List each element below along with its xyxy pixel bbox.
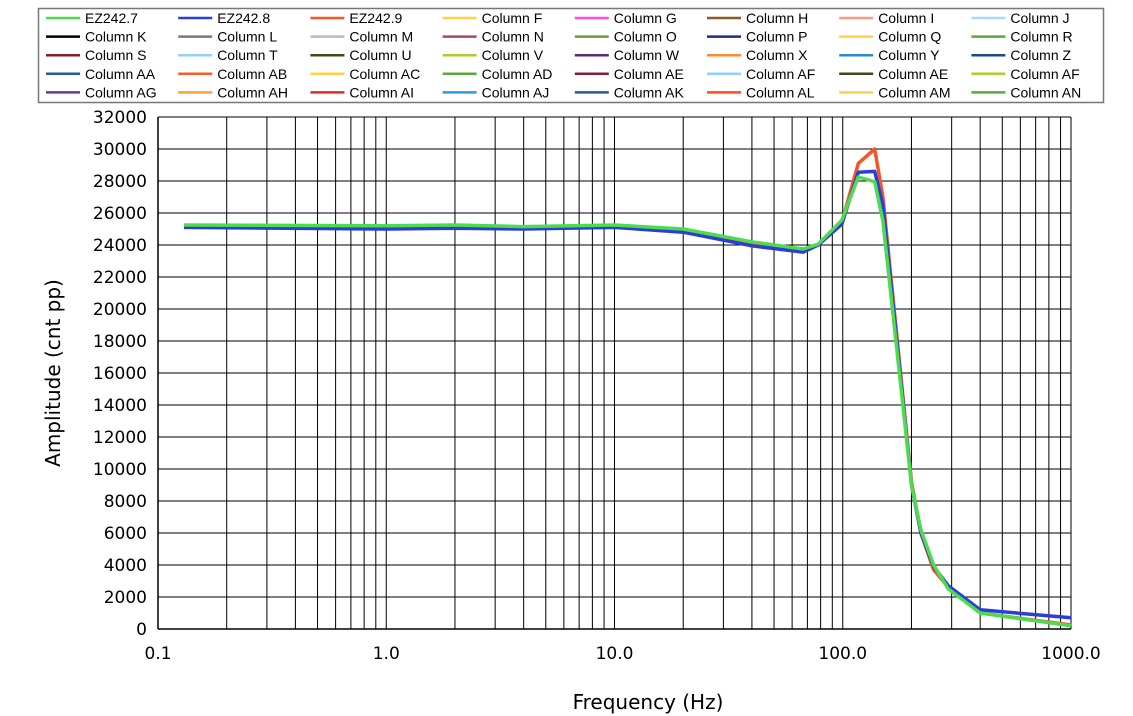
legend-label: Column I xyxy=(878,10,934,26)
grid xyxy=(157,116,1072,630)
legend-label: EZ242.7 xyxy=(85,10,138,26)
legend-label: Column AE xyxy=(878,66,948,82)
tick-labels: 0 2000 4000 6000 8000 10000 12000 14000 16000 180… xyxy=(93,108,1101,664)
legend-label: Column AK xyxy=(614,84,685,100)
y-tick-label: 20000 xyxy=(93,300,147,320)
y-tick-label: 8000 xyxy=(104,492,147,512)
y-tick-label: 22000 xyxy=(93,268,147,288)
legend-label: Column U xyxy=(349,47,411,63)
legend-label: Column R xyxy=(1010,29,1072,45)
legend-label: Column N xyxy=(482,29,544,45)
y-tick-label: 18000 xyxy=(93,332,147,352)
y-tick-label: 2000 xyxy=(104,588,147,608)
legend-label: Column P xyxy=(746,29,807,45)
y-tick-label: 0 xyxy=(136,620,147,640)
legend-label: Column AC xyxy=(349,66,420,82)
legend-label: EZ242.8 xyxy=(217,10,270,26)
y-tick-label: 28000 xyxy=(93,172,147,192)
y-tick-label: 14000 xyxy=(93,396,147,416)
legend-label: Column Y xyxy=(878,47,940,63)
series-line-ez242-7 xyxy=(183,175,1072,628)
legend-label: Column J xyxy=(1010,10,1069,26)
y-tick-label: 26000 xyxy=(93,204,147,224)
x-tick-label: 1000.0 xyxy=(1041,644,1100,664)
legend-label: Column Z xyxy=(1010,47,1071,63)
legend-label: Column AD xyxy=(482,66,553,82)
y-tick-label: 30000 xyxy=(93,140,147,160)
y-tick-label: 32000 xyxy=(93,108,147,128)
legend-label: Column V xyxy=(482,47,544,63)
legend-label: Column T xyxy=(217,47,278,63)
legend-label: Column AN xyxy=(1010,84,1081,100)
legend-label: Column AF xyxy=(1010,66,1079,82)
legend-label: EZ242.9 xyxy=(349,10,402,26)
legend-label: Column L xyxy=(217,29,277,45)
legend-label: Column Q xyxy=(878,29,941,45)
legend-label: Column H xyxy=(746,10,808,26)
x-tick-label: 1.0 xyxy=(373,644,400,664)
legend-label: Column AI xyxy=(349,84,414,100)
legend-label: Column AB xyxy=(217,66,287,82)
legend-label: Column AG xyxy=(85,84,157,100)
legend-label: Column AH xyxy=(217,84,288,100)
legend-label: Column AL xyxy=(746,84,815,100)
legend-box xyxy=(37,7,1105,104)
legend-label: Column G xyxy=(614,10,677,26)
y-axis-title: Amplitude (cnt pp) xyxy=(41,279,65,467)
legend-label: Column M xyxy=(349,29,413,45)
y-tick-label: 6000 xyxy=(104,524,147,544)
y-tick-label: 12000 xyxy=(93,428,147,448)
x-tick-label: 100.0 xyxy=(818,644,867,664)
legend-label: Column AE xyxy=(614,66,684,82)
legend: EZ242.7 EZ242.8 EZ242.9 Column F Column G Col… xyxy=(37,7,1105,104)
legend-label: Column AF xyxy=(746,66,815,82)
legend-label: Column AM xyxy=(878,84,950,100)
legend-label: Column F xyxy=(482,10,543,26)
legend-label: Column K xyxy=(85,29,147,45)
x-tick-label: 10.0 xyxy=(596,644,634,664)
y-tick-label: 16000 xyxy=(93,364,147,384)
y-tick-label: 4000 xyxy=(104,556,147,576)
legend-label: Column AJ xyxy=(482,84,550,100)
y-tick-label: 10000 xyxy=(93,460,147,480)
legend-label: Column O xyxy=(614,29,677,45)
x-tick-label: 0.1 xyxy=(144,644,171,664)
legend-label: Column S xyxy=(85,47,146,63)
y-tick-label: 24000 xyxy=(93,236,147,256)
legend-label: Column AA xyxy=(85,66,156,82)
legend-label: Column W xyxy=(614,47,680,63)
series-lines xyxy=(183,147,1072,628)
x-axis-title: Frequency (Hz) xyxy=(573,690,724,714)
legend-label: Column X xyxy=(746,47,808,63)
